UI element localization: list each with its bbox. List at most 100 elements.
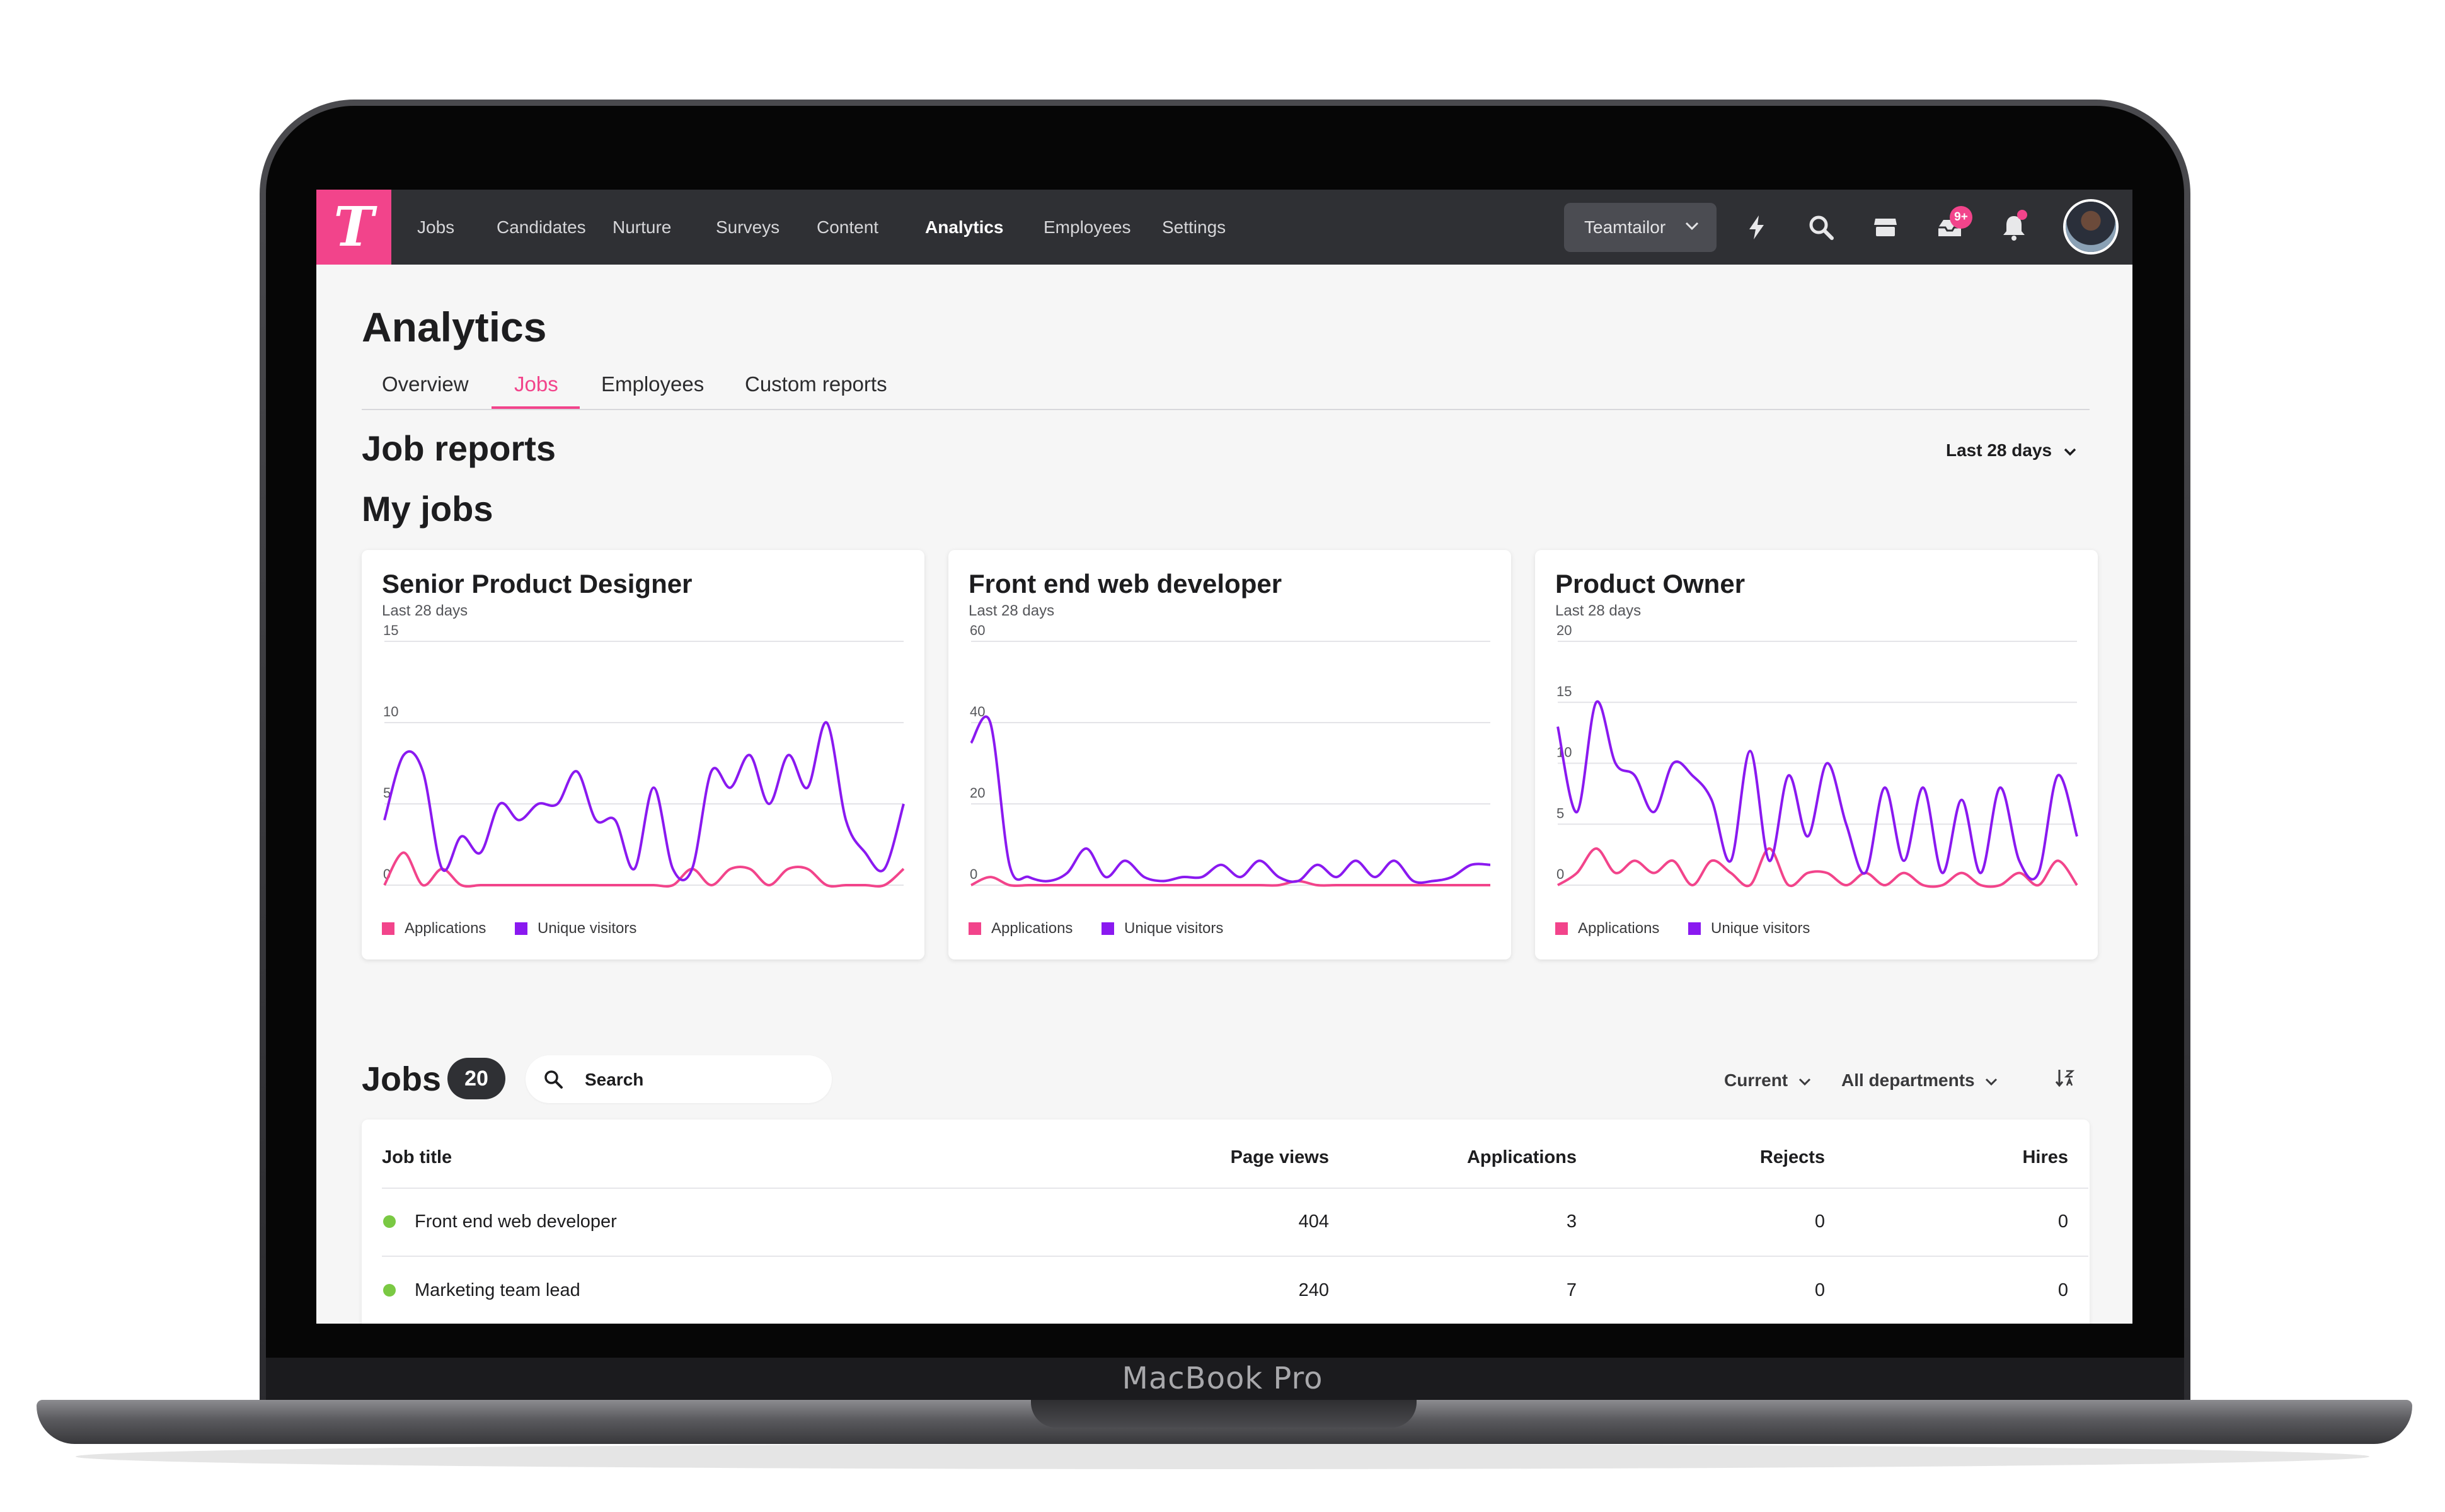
nav-item-analytics[interactable]: Analytics — [925, 217, 1004, 237]
chart-title: Senior Product Designer — [382, 569, 693, 598]
active-tab-indicator — [492, 406, 580, 409]
row-divider — [382, 1188, 2088, 1189]
job-search[interactable] — [526, 1055, 832, 1104]
search-input[interactable] — [584, 1055, 813, 1104]
avatar[interactable] — [2066, 202, 2116, 252]
store-icon[interactable] — [1872, 214, 1899, 241]
rejects-cell: 0 — [1814, 1211, 1825, 1232]
y-tick-label: 0 — [1556, 866, 1564, 882]
row-divider — [382, 1256, 2088, 1257]
visitors-series-line — [383, 721, 905, 881]
tab-overview[interactable]: Overview — [382, 372, 469, 396]
legend-item-applications: Applications — [382, 920, 486, 937]
rejects-cell: 0 — [1814, 1280, 1825, 1300]
date-range-label: Last 28 days — [1946, 440, 2052, 460]
y-tick-label: 10 — [383, 704, 398, 719]
search-icon[interactable] — [1807, 214, 1835, 241]
column-header-applications[interactable]: Applications — [1466, 1147, 1577, 1167]
job-chart-card[interactable]: Front end web developer Last 28 days 0 20… — [948, 550, 1511, 959]
page-title: Analytics — [362, 304, 547, 350]
nav-item-candidates[interactable]: Candidates — [497, 217, 586, 237]
hires-cell: 0 — [2057, 1280, 2068, 1300]
applications-series-line — [970, 876, 1490, 887]
date-range-select[interactable]: Last 28 days — [1946, 440, 2077, 461]
column-header-page-views[interactable]: Page views — [1230, 1147, 1329, 1167]
legend-item-applications: Applications — [969, 920, 1073, 937]
job-title-cell[interactable]: Marketing team lead — [415, 1280, 580, 1300]
nav-item-content[interactable]: Content — [817, 217, 879, 237]
applications-cell: 7 — [1566, 1280, 1577, 1300]
legend-label: Unique visitors — [1124, 920, 1224, 937]
y-tick-label: 15 — [1556, 684, 1572, 699]
visitors-series-line — [1556, 700, 2078, 881]
chart-subtitle: Last 28 days — [969, 602, 1055, 619]
department-filter[interactable]: All departments — [1841, 1070, 1998, 1091]
job-title-cell[interactable]: Front end web developer — [415, 1211, 617, 1232]
applications-cell: 3 — [1566, 1211, 1577, 1232]
section-title: Job reports — [362, 428, 556, 468]
legend-item-visitors: Unique visitors — [1102, 920, 1223, 937]
page-views-cell: 404 — [1298, 1211, 1329, 1232]
status-filter-label: Current — [1724, 1070, 1788, 1090]
sort-icon[interactable] — [2054, 1067, 2076, 1089]
chart-subtitle: Last 28 days — [382, 602, 468, 619]
legend-label: Applications — [1578, 920, 1660, 937]
nav-item-surveys[interactable]: Surveys — [716, 217, 780, 237]
chevron-down-icon — [1798, 1078, 1810, 1086]
legend-label: Applications — [991, 920, 1073, 937]
y-tick-label: 5 — [1556, 805, 1564, 821]
legend-swatch — [969, 922, 981, 935]
nav-item-jobs[interactable]: Jobs — [417, 217, 455, 237]
legend-label: Unique visitors — [1711, 920, 1810, 937]
lightning-icon[interactable] — [1743, 214, 1771, 241]
legend-item-applications: Applications — [1555, 920, 1659, 937]
legend-item-visitors: Unique visitors — [1688, 920, 1810, 937]
column-header-hires[interactable]: Hires — [2022, 1147, 2068, 1167]
bell-icon[interactable] — [2000, 214, 2028, 241]
column-header-rejects[interactable]: Rejects — [1759, 1147, 1825, 1167]
legend-swatch — [1555, 922, 1568, 935]
notification-dot — [2017, 210, 2027, 220]
job-chart-card[interactable]: Product Owner Last 28 days 0 5 10 15 20 Appl… — [1535, 550, 2098, 959]
y-tick-label: 0 — [970, 866, 977, 882]
chevron-down-icon — [1986, 1078, 1998, 1086]
legend-swatch — [382, 922, 394, 935]
nav-item-settings[interactable]: Settings — [1162, 217, 1226, 237]
top-navigation-bar: T Jobs Candidates Nurture Surveys Conten… — [316, 190, 2132, 265]
inbox-badge: 9+ — [1950, 206, 1972, 229]
legend-swatch — [1102, 922, 1114, 935]
tab-employees[interactable]: Employees — [601, 372, 705, 396]
screen-chin — [266, 1358, 2184, 1408]
chart-title: Product Owner — [1555, 569, 1746, 598]
nav-item-nurture[interactable]: Nurture — [613, 217, 672, 237]
jobs-table: Job title Page views Applications Reject… — [362, 1120, 2090, 1324]
search-icon — [544, 1070, 563, 1089]
jobs-count-badge: 20 — [447, 1058, 505, 1099]
page-views-cell: 240 — [1298, 1280, 1329, 1300]
app-screen: T Jobs Candidates Nurture Surveys Conten… — [316, 190, 2132, 1324]
y-tick-label: 60 — [970, 622, 985, 638]
subsection-title: My jobs — [362, 489, 493, 529]
status-dot — [383, 1215, 396, 1228]
applications-series-line — [1556, 847, 2078, 888]
tab-jobs[interactable]: Jobs — [514, 372, 558, 396]
legend-swatch — [515, 922, 527, 935]
legend-item-visitors: Unique visitors — [515, 920, 636, 937]
company-select[interactable]: Teamtailor — [1564, 203, 1717, 252]
y-tick-label: 20 — [970, 785, 985, 801]
visitors-series-line — [970, 715, 1491, 885]
nav-item-employees[interactable]: Employees — [1044, 217, 1131, 237]
column-header-job-title[interactable]: Job title — [382, 1147, 452, 1167]
tabs-divider — [362, 409, 2090, 410]
company-select-label: Teamtailor — [1584, 217, 1666, 237]
legend-swatch — [1688, 922, 1701, 935]
status-filter[interactable]: Current — [1724, 1070, 1812, 1091]
chevron-down-icon — [1685, 222, 1699, 231]
teamtailor-logo[interactable]: T — [316, 190, 391, 265]
jobs-title: Jobs — [362, 1060, 442, 1098]
tab-custom-reports[interactable]: Custom reports — [745, 372, 887, 396]
